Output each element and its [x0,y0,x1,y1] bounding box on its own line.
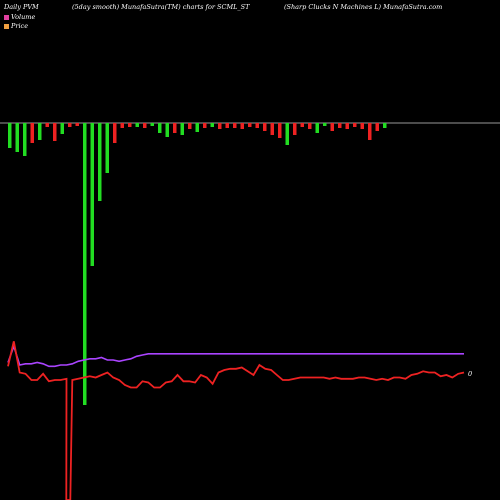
legend-price-label: Price [11,22,29,30]
volume-bar [233,123,237,128]
volume-bar [203,123,207,128]
volume-bar [90,123,94,266]
volume-bar [105,123,109,173]
volume-bar [293,123,297,135]
volume-bar [128,123,132,127]
volume-bar [218,123,222,129]
volume-bar [255,123,259,128]
volume-bar [75,123,79,126]
volume-bar [45,123,49,127]
legend-volume-swatch [4,14,9,20]
volume-bar [270,123,274,135]
volume-bar [60,123,64,134]
volume-bar [173,123,177,133]
volume-bar [248,123,252,127]
volume-bar [38,123,42,140]
legend-volume-label: Volume [11,13,36,21]
price-line [7,341,465,500]
volume-bar [323,123,327,126]
volume-bar [143,123,147,128]
header-chart-title: (5day smooth) MunafaSutra(TM) charts for… [72,3,250,11]
volume-bar [278,123,282,138]
volume-bar [30,123,34,143]
volume-bar [15,123,19,152]
volume-bar [23,123,27,156]
volume-bar [240,123,244,129]
legend-price-swatch [4,23,9,29]
volume-bar [338,123,342,128]
volume-bar [368,123,372,140]
volume-bar [150,123,154,126]
volume-bar [135,123,139,127]
volume-bar [285,123,289,145]
volume-bar [158,123,162,133]
volume-bar [225,123,229,128]
volume-bar [195,123,199,132]
price-value-label: 0 [468,370,472,378]
volume-bar [113,123,117,143]
volume-bar [315,123,319,133]
volume-bar [68,123,72,127]
header-left-title: Daily PVM [4,3,39,11]
volume-bar [330,123,334,131]
header-company-name: (Sharp Clucks N Machines L) MunafaSutra.… [284,3,443,11]
legend-volume: Volume [4,13,35,21]
volume-bar [83,123,87,405]
volume-bar [210,123,214,127]
volume-line [7,343,464,368]
volume-bars [8,123,387,405]
volume-bar [345,123,349,129]
volume-bar [375,123,379,131]
legend-price: Price [4,22,28,30]
volume-bar [308,123,312,129]
volume-bar [165,123,169,137]
volume-bar [360,123,364,129]
volume-bar [353,123,357,127]
volume-bar [8,123,12,148]
volume-bar [98,123,102,201]
volume-bar [53,123,57,141]
volume-bar [180,123,184,135]
volume-bar [120,123,124,128]
volume-bar [263,123,267,131]
volume-bar [383,123,387,128]
volume-bar [300,123,304,127]
volume-bar [188,123,192,129]
